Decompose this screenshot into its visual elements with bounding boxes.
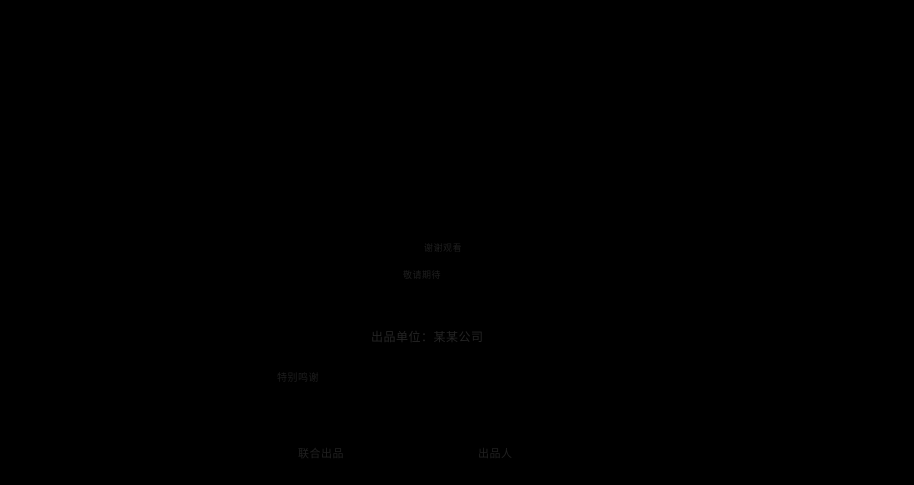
faint-text-label-2: 敬请期待 (403, 271, 442, 281)
faint-text-label-3-long-line: 出品单位：某某公司 (371, 330, 484, 344)
faint-text-label-1: 谢谢观看 (424, 244, 463, 254)
faint-text-label-4: 特别鸣谢 (277, 373, 319, 384)
faint-text-label-6-bottom-right: 出品人 (478, 447, 513, 460)
faint-text-label-5-bottom-left: 联合出品 (298, 447, 344, 460)
